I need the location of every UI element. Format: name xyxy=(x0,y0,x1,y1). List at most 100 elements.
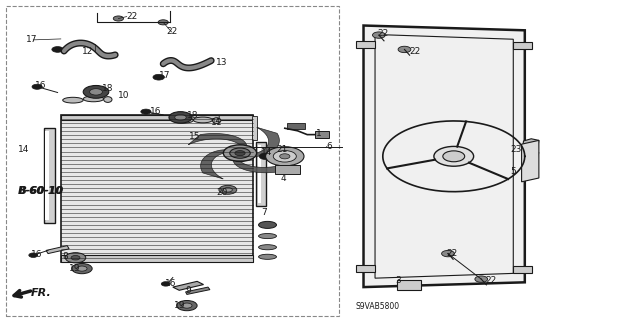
Circle shape xyxy=(158,20,168,25)
Bar xyxy=(252,116,257,140)
Circle shape xyxy=(72,263,92,274)
Text: 16: 16 xyxy=(31,250,42,259)
Bar xyxy=(275,165,300,174)
Circle shape xyxy=(442,250,454,257)
Polygon shape xyxy=(46,246,69,254)
Bar xyxy=(258,145,261,203)
Text: 13: 13 xyxy=(216,58,228,67)
Polygon shape xyxy=(233,160,292,173)
Text: 22: 22 xyxy=(127,12,138,21)
Circle shape xyxy=(372,32,385,38)
Text: 2: 2 xyxy=(214,115,220,124)
Circle shape xyxy=(280,154,290,159)
Bar xyxy=(45,131,49,220)
Text: 4: 4 xyxy=(280,174,286,182)
Polygon shape xyxy=(524,152,539,161)
Text: B-60-10: B-60-10 xyxy=(19,186,65,197)
Bar xyxy=(513,42,532,49)
Circle shape xyxy=(169,112,192,123)
Text: 22: 22 xyxy=(485,276,497,285)
Circle shape xyxy=(182,303,192,308)
Polygon shape xyxy=(364,26,525,287)
Text: 6: 6 xyxy=(326,142,332,151)
Text: 9: 9 xyxy=(186,286,191,295)
Text: 12: 12 xyxy=(82,47,93,56)
Polygon shape xyxy=(522,139,539,153)
Bar xyxy=(356,41,375,48)
Text: 14: 14 xyxy=(261,148,273,157)
Text: 10: 10 xyxy=(118,91,130,100)
Text: 22: 22 xyxy=(410,47,421,56)
Text: 11: 11 xyxy=(211,118,223,127)
Text: 22: 22 xyxy=(378,29,389,38)
Bar xyxy=(315,131,329,138)
Text: 18: 18 xyxy=(187,111,198,120)
Text: 22: 22 xyxy=(166,27,178,36)
Circle shape xyxy=(161,282,170,286)
Bar xyxy=(356,265,375,272)
Text: 16: 16 xyxy=(150,107,162,115)
Text: 17: 17 xyxy=(26,35,37,44)
Text: 22: 22 xyxy=(447,249,458,258)
Circle shape xyxy=(141,109,151,114)
Text: 14: 14 xyxy=(18,145,29,154)
Circle shape xyxy=(443,151,465,162)
Polygon shape xyxy=(522,140,539,182)
Text: 19: 19 xyxy=(69,264,81,273)
Ellipse shape xyxy=(259,234,276,239)
Circle shape xyxy=(230,148,250,158)
Circle shape xyxy=(398,46,411,53)
Bar xyxy=(397,280,421,290)
Text: 3: 3 xyxy=(396,276,401,285)
Polygon shape xyxy=(173,281,204,290)
Circle shape xyxy=(273,151,296,162)
Ellipse shape xyxy=(173,117,193,123)
Circle shape xyxy=(90,89,102,95)
Text: 23: 23 xyxy=(510,145,522,154)
Ellipse shape xyxy=(259,254,276,259)
Circle shape xyxy=(235,151,245,156)
Circle shape xyxy=(32,84,42,89)
Ellipse shape xyxy=(259,221,276,228)
Polygon shape xyxy=(61,115,253,120)
Text: 5: 5 xyxy=(510,167,516,176)
Circle shape xyxy=(29,253,38,257)
Ellipse shape xyxy=(193,117,212,123)
Polygon shape xyxy=(61,115,253,262)
Circle shape xyxy=(266,147,304,166)
Ellipse shape xyxy=(83,96,104,102)
Circle shape xyxy=(113,16,124,21)
Ellipse shape xyxy=(259,245,276,250)
Text: 16: 16 xyxy=(35,81,47,90)
Bar xyxy=(256,142,266,206)
Circle shape xyxy=(177,300,197,311)
Text: 1: 1 xyxy=(316,129,322,138)
Text: 17: 17 xyxy=(159,71,170,80)
Circle shape xyxy=(219,185,237,194)
Circle shape xyxy=(223,145,257,161)
Circle shape xyxy=(434,146,474,166)
Circle shape xyxy=(475,276,488,282)
Ellipse shape xyxy=(63,97,83,103)
Polygon shape xyxy=(186,287,210,294)
Text: 8: 8 xyxy=(63,252,68,261)
Text: 16: 16 xyxy=(165,279,177,288)
Text: FR.: FR. xyxy=(31,288,51,298)
Bar xyxy=(513,266,532,273)
Circle shape xyxy=(223,188,232,192)
Circle shape xyxy=(259,153,272,160)
Circle shape xyxy=(65,253,86,263)
Text: 20: 20 xyxy=(216,188,228,197)
Circle shape xyxy=(175,115,186,120)
Text: 18: 18 xyxy=(102,84,114,93)
Circle shape xyxy=(71,256,80,260)
Text: B-60-10: B-60-10 xyxy=(18,186,63,197)
Polygon shape xyxy=(61,255,253,262)
Circle shape xyxy=(83,85,109,98)
Polygon shape xyxy=(201,150,225,179)
Circle shape xyxy=(52,47,63,52)
Ellipse shape xyxy=(212,118,221,123)
Bar xyxy=(44,128,55,223)
Text: 19: 19 xyxy=(174,301,186,310)
Bar xyxy=(287,123,305,129)
